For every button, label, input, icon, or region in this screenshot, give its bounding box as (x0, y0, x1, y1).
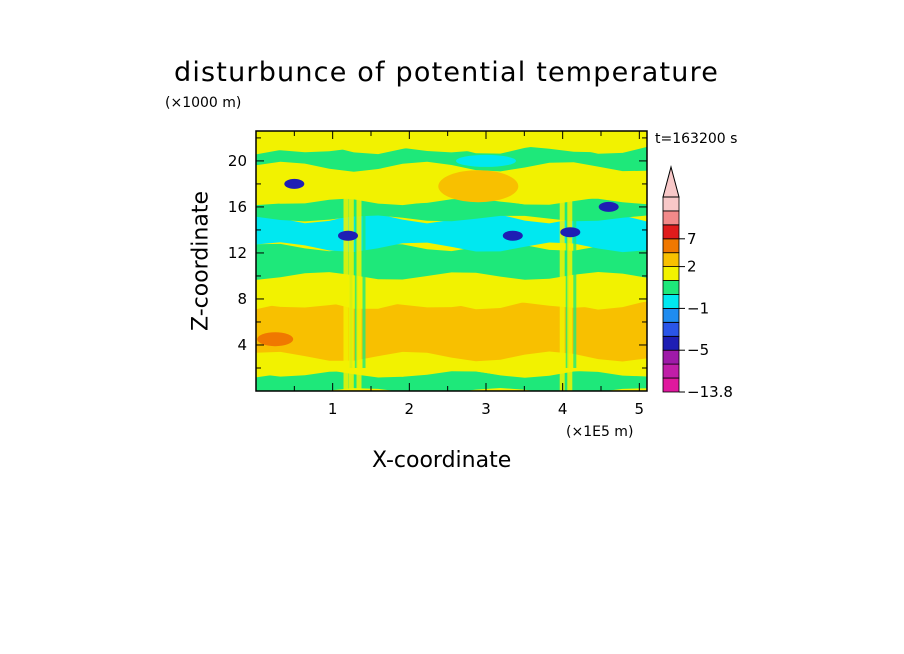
x-tick-label: 2 (405, 400, 415, 418)
contour-feature (456, 154, 516, 167)
colorbar-label: −1 (687, 299, 709, 317)
colorbar-swatch (662, 224, 680, 240)
x-tick-label: 4 (558, 400, 568, 418)
colorbar-label: 7 (687, 230, 697, 248)
colorbar-swatch (662, 363, 680, 379)
y-tick-label: 16 (228, 198, 247, 216)
x-tick-label: 5 (635, 400, 645, 418)
contour-feature (438, 170, 519, 203)
contour-band (256, 144, 647, 172)
plot-border (255, 130, 648, 392)
colorbar-label: −5 (687, 341, 709, 359)
time-label: t=163200 s (655, 131, 738, 147)
colorbar-swatch (662, 238, 680, 254)
colorbar: −13.8 −5 −1 2 7 (662, 165, 733, 401)
colorbar-extend-arrow (662, 165, 680, 198)
colorbar-label: 2 (687, 258, 697, 276)
contour-feature (560, 227, 581, 238)
colorbar-swatch (662, 266, 680, 281)
gravity-wave-streak (356, 183, 362, 391)
contour-band (256, 131, 647, 153)
colorbar-swatch (662, 377, 680, 393)
chart-title: disturbunce of potential temperature (174, 57, 720, 88)
contour-feature (284, 178, 305, 189)
y-tick-label: 8 (237, 290, 247, 308)
x-axis-label: X-coordinate (372, 448, 512, 473)
colorbar-swatch (662, 252, 680, 267)
contour-band (256, 299, 647, 362)
gravity-wave-streak (573, 206, 577, 368)
y-tick-label: 12 (228, 244, 247, 262)
colorbar-swatch (662, 294, 680, 309)
colorbar-swatch (662, 321, 680, 337)
plot-frame (255, 130, 648, 392)
gravity-wave-streak (567, 183, 573, 391)
contour-feature (338, 230, 358, 241)
contour-feature (257, 332, 294, 347)
gravity-wave-streak (348, 183, 354, 391)
gravity-wave-streak (559, 183, 565, 391)
colorbar-swatch (662, 349, 680, 365)
x-tick-label: 3 (481, 400, 491, 418)
gravity-wave-streak (362, 206, 366, 368)
colorbar-swatch (662, 210, 680, 226)
x-tick-label: 1 (328, 400, 338, 418)
gravity-wave-streak (343, 183, 349, 391)
contour-feature (598, 201, 619, 212)
y-axis: 4 8 12 16 20 (228, 137, 647, 369)
gravity-wave-streak (354, 206, 358, 368)
colorbar-swatch (662, 196, 680, 212)
x-axis-unit: (×1E5 m) (566, 424, 634, 440)
contour-bands (256, 131, 647, 391)
colorbar-swatch (662, 335, 680, 351)
y-tick-label: 4 (237, 336, 247, 354)
colorbar-swatch (662, 280, 680, 295)
colorbar-swatch (662, 307, 680, 323)
colorbar-label: −13.8 (687, 383, 733, 401)
z-axis-unit: (×1000 m) (165, 95, 242, 111)
contour-feature (502, 230, 523, 241)
x-axis: 1 2 3 4 5 (293, 131, 645, 418)
gravity-wave-streak (565, 206, 569, 368)
contour-features (257, 154, 619, 347)
y-tick-label: 20 (228, 152, 247, 170)
